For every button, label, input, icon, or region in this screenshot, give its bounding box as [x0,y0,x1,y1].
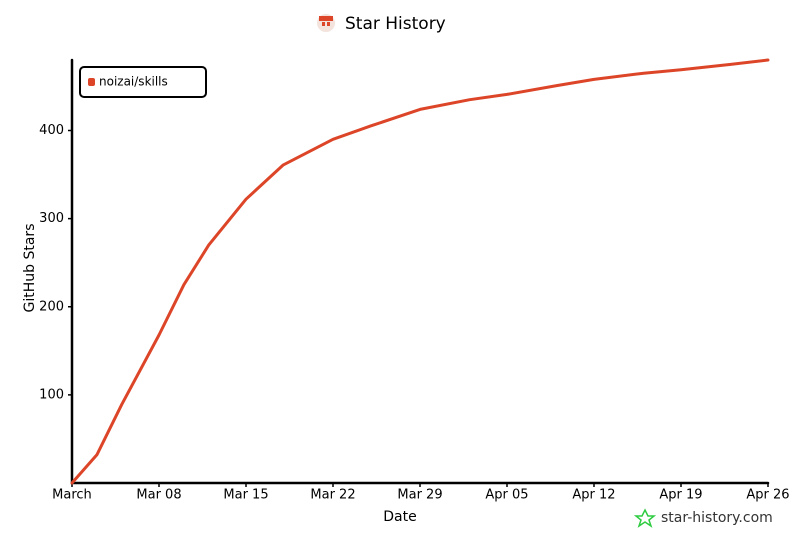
x-tick-label: Apr 05 [485,488,528,503]
watermark-icon [633,508,657,528]
x-tick-label: March [52,488,92,503]
x-tick-label: Apr 19 [659,488,702,503]
x-tick-label: Apr 26 [746,488,789,503]
y-tick-label: 100 [39,387,64,402]
y-tick-label: 300 [39,211,64,226]
x-tick-label: Mar 22 [310,488,355,503]
y-tick-label: 400 [39,123,64,138]
legend-label: noizai/skills [99,75,168,89]
x-tick-label: Mar 15 [223,488,268,503]
y-tick-label: 200 [39,299,64,314]
chart-title: Star History [345,14,446,34]
x-tick-label: Mar 29 [397,488,442,503]
logo [317,14,335,32]
y-axis-label: GitHub Stars [22,224,38,313]
x-tick-label: Apr 12 [572,488,615,503]
axes [70,58,770,485]
x-tick-label: Mar 08 [136,488,181,503]
x-axis-label: Date [383,509,416,525]
legend-box [79,66,207,98]
watermark: star-history.com [661,510,773,526]
legend-swatch [88,78,95,86]
series-line [70,58,770,485]
